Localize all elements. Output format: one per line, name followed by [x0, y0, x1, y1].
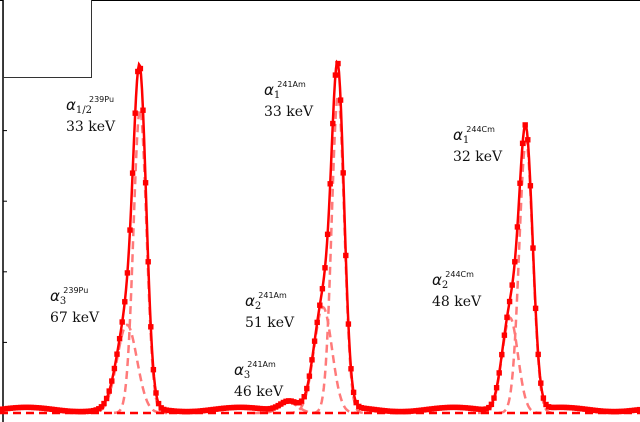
data-point — [486, 404, 492, 411]
data-point — [114, 351, 120, 357]
data-point — [535, 351, 541, 358]
data-point — [116, 336, 123, 342]
annotation-am-a1: α1241Am 33 keV — [264, 80, 314, 120]
data-point — [522, 122, 528, 128]
data-point — [317, 302, 323, 308]
data-point — [135, 68, 141, 75]
data-point — [137, 65, 144, 72]
data-point — [145, 259, 151, 265]
data-point — [332, 72, 339, 78]
data-point — [343, 252, 349, 259]
annotation-pu-a3: α3239Pu 67 keV — [50, 286, 100, 326]
data-point — [304, 385, 310, 392]
data-point — [111, 365, 118, 372]
data-point — [345, 321, 352, 327]
data-point — [301, 394, 307, 400]
data-point — [319, 286, 326, 292]
data-point — [109, 378, 115, 384]
fit-component — [113, 104, 167, 415]
data-point — [127, 227, 133, 233]
data-point — [519, 140, 526, 147]
data-point — [324, 231, 331, 238]
data-point — [509, 282, 515, 288]
fit-component — [498, 137, 553, 415]
data-point — [491, 395, 497, 401]
data-point — [98, 404, 105, 410]
data-point — [501, 332, 508, 338]
data-point — [337, 97, 344, 103]
data-point — [517, 180, 523, 186]
data-point — [532, 305, 539, 312]
data-point — [327, 181, 333, 187]
data-point — [512, 259, 518, 265]
data-point — [150, 366, 157, 373]
data-point — [122, 299, 128, 305]
data-point — [311, 338, 318, 344]
data-point — [330, 120, 336, 127]
data-point — [488, 401, 495, 408]
fit-component — [477, 316, 543, 415]
data-point — [527, 183, 534, 189]
data-point — [538, 380, 544, 386]
data-point — [142, 180, 149, 186]
legend-box — [3, 0, 92, 78]
data-point — [298, 398, 305, 404]
data-point — [530, 245, 536, 251]
data-point — [514, 224, 521, 230]
data-point — [322, 265, 328, 271]
data-point — [129, 170, 136, 176]
data-point — [309, 357, 315, 363]
data-point — [119, 319, 125, 325]
annotation-am-a2: α2241Am 51 keV — [245, 291, 295, 331]
data-point — [540, 395, 547, 401]
data-point — [350, 389, 357, 396]
data-point — [340, 170, 346, 176]
data-point — [504, 314, 510, 320]
data-point — [493, 385, 500, 391]
data-point — [348, 366, 354, 372]
data-point — [148, 324, 154, 330]
annotation-cm-a1: α1244Cm 32 keV — [453, 125, 503, 165]
annotation-pu-a12: α1/2239Pu 33 keV — [66, 95, 116, 135]
data-point — [306, 373, 313, 379]
data-point — [155, 400, 162, 407]
data-point — [132, 110, 138, 116]
data-point — [506, 298, 513, 305]
fit-component — [286, 305, 360, 415]
data-point — [153, 390, 159, 396]
data-point — [335, 60, 341, 67]
data-point — [106, 388, 112, 394]
annotation-am-a3: α3241Am 46 keV — [234, 360, 284, 400]
data-point — [496, 370, 502, 376]
data-point — [525, 137, 531, 143]
data-point — [101, 400, 107, 407]
data-point — [314, 319, 320, 326]
annotation-cm-a2: α2244Cm 48 keV — [432, 270, 482, 310]
data-point — [499, 351, 505, 358]
data-point — [103, 395, 110, 402]
data-point — [140, 107, 146, 113]
fit-component — [312, 91, 364, 415]
data-point — [353, 399, 359, 406]
data-point — [636, 406, 640, 413]
data-point — [124, 270, 131, 276]
